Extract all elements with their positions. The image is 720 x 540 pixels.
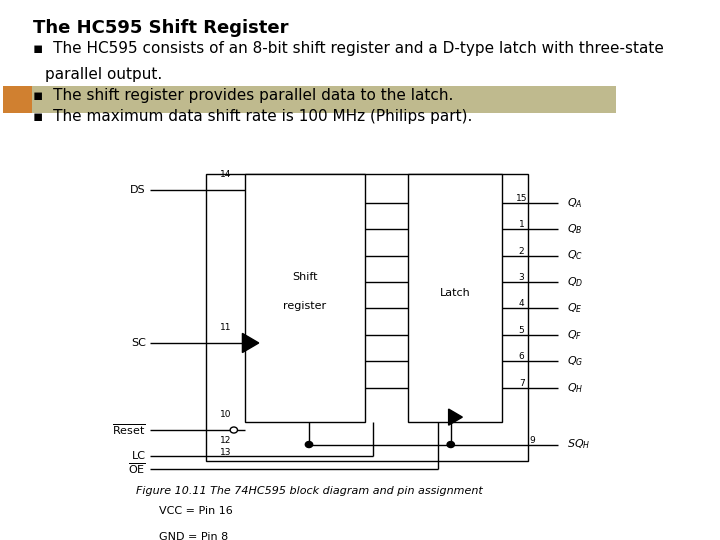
Text: 10: 10 bbox=[220, 410, 231, 418]
Text: GND = Pin 8: GND = Pin 8 bbox=[158, 531, 228, 540]
Text: 13: 13 bbox=[220, 448, 231, 457]
Circle shape bbox=[230, 427, 238, 433]
Text: 4: 4 bbox=[519, 300, 524, 308]
Circle shape bbox=[305, 442, 312, 448]
Text: SC: SC bbox=[131, 338, 145, 348]
Text: DS: DS bbox=[130, 185, 145, 195]
Text: $Q_{G}$: $Q_{G}$ bbox=[567, 354, 583, 368]
Text: $Q_{D}$: $Q_{D}$ bbox=[567, 275, 583, 289]
Text: 2: 2 bbox=[519, 247, 524, 255]
Text: 6: 6 bbox=[519, 352, 524, 361]
Text: $SQ_H$: $SQ_H$ bbox=[567, 437, 590, 451]
Text: 14: 14 bbox=[220, 170, 231, 179]
Text: The HC595 Shift Register: The HC595 Shift Register bbox=[33, 19, 289, 37]
Text: VCC = Pin 16: VCC = Pin 16 bbox=[158, 506, 233, 516]
Text: $Q_{F}$: $Q_{F}$ bbox=[567, 328, 582, 342]
Text: 12: 12 bbox=[220, 436, 231, 444]
Polygon shape bbox=[243, 333, 258, 353]
Text: $Q_{A}$: $Q_{A}$ bbox=[567, 196, 582, 210]
Text: parallel output.: parallel output. bbox=[45, 67, 162, 82]
Text: $\overline{\mathrm{OE}}$: $\overline{\mathrm{OE}}$ bbox=[128, 461, 145, 476]
Text: LC: LC bbox=[132, 451, 145, 461]
Text: $\overline{\mathrm{Reset}}$: $\overline{\mathrm{Reset}}$ bbox=[112, 423, 145, 437]
Text: 5: 5 bbox=[519, 326, 524, 335]
Text: 1: 1 bbox=[519, 220, 524, 229]
Text: Figure 10.11 The 74HC595 block diagram and pin assignment: Figure 10.11 The 74HC595 block diagram a… bbox=[136, 485, 483, 496]
Polygon shape bbox=[449, 409, 462, 425]
Text: register: register bbox=[283, 301, 326, 311]
Text: Latch: Latch bbox=[440, 288, 470, 298]
Bar bbox=[3, 86, 32, 113]
Text: ▪  The HC595 consists of an 8-bit shift register and a D-type latch with three-s: ▪ The HC595 consists of an 8-bit shift r… bbox=[33, 40, 665, 56]
Text: 15: 15 bbox=[516, 194, 527, 202]
Text: 3: 3 bbox=[519, 273, 524, 282]
Circle shape bbox=[447, 442, 454, 448]
Text: ▪  The shift register provides parallel data to the latch.: ▪ The shift register provides parallel d… bbox=[33, 89, 454, 104]
Text: 11: 11 bbox=[220, 323, 231, 332]
Text: ▪  The maximum data shift rate is 100 MHz (Philips part).: ▪ The maximum data shift rate is 100 MHz… bbox=[33, 109, 473, 124]
Text: 9: 9 bbox=[529, 436, 535, 444]
Text: $Q_{B}$: $Q_{B}$ bbox=[567, 222, 582, 236]
Text: 7: 7 bbox=[519, 379, 524, 388]
Text: Shift: Shift bbox=[292, 272, 318, 282]
Text: $Q_{C}$: $Q_{C}$ bbox=[567, 249, 583, 262]
Bar bbox=[3, 86, 616, 113]
Text: $Q_{H}$: $Q_{H}$ bbox=[567, 381, 583, 395]
Text: $Q_{E}$: $Q_{E}$ bbox=[567, 301, 582, 315]
